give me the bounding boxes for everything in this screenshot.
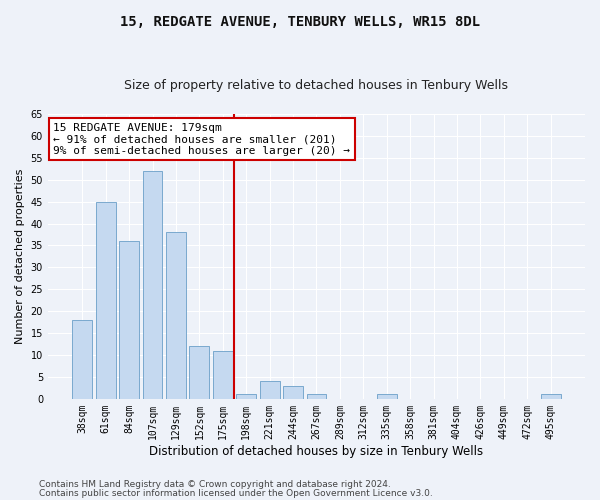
Bar <box>166 232 186 399</box>
X-axis label: Distribution of detached houses by size in Tenbury Wells: Distribution of detached houses by size … <box>149 444 484 458</box>
Bar <box>307 394 326 399</box>
Bar <box>260 382 280 399</box>
Title: Size of property relative to detached houses in Tenbury Wells: Size of property relative to detached ho… <box>124 79 508 92</box>
Bar <box>213 350 233 399</box>
Y-axis label: Number of detached properties: Number of detached properties <box>15 168 25 344</box>
Text: 15 REDGATE AVENUE: 179sqm
← 91% of detached houses are smaller (201)
9% of semi-: 15 REDGATE AVENUE: 179sqm ← 91% of detac… <box>53 122 350 156</box>
Bar <box>190 346 209 399</box>
Bar <box>541 394 560 399</box>
Text: 15, REDGATE AVENUE, TENBURY WELLS, WR15 8DL: 15, REDGATE AVENUE, TENBURY WELLS, WR15 … <box>120 15 480 29</box>
Bar <box>73 320 92 399</box>
Text: Contains HM Land Registry data © Crown copyright and database right 2024.: Contains HM Land Registry data © Crown c… <box>39 480 391 489</box>
Bar <box>143 171 163 399</box>
Bar <box>236 394 256 399</box>
Text: Contains public sector information licensed under the Open Government Licence v3: Contains public sector information licen… <box>39 488 433 498</box>
Bar <box>377 394 397 399</box>
Bar <box>96 202 116 399</box>
Bar <box>119 241 139 399</box>
Bar <box>283 386 303 399</box>
